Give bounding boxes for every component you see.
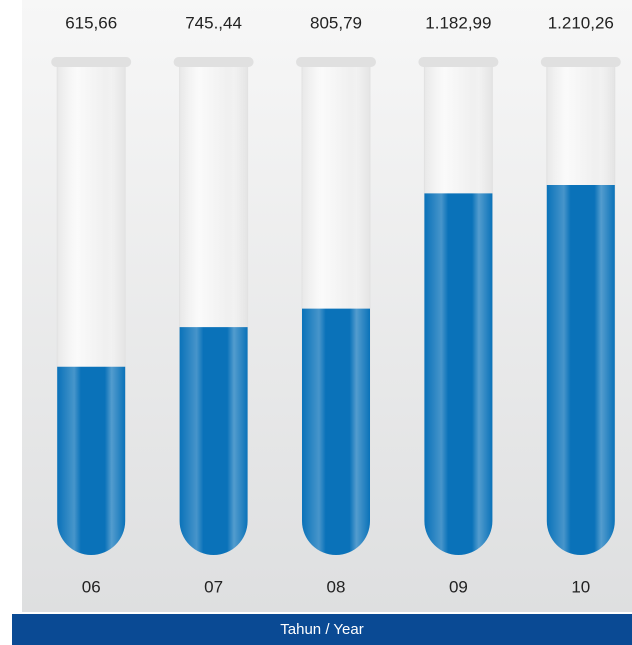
tube-shine [302,62,370,555]
x-tick-label: 06 [82,577,101,596]
tube-shine [424,62,493,555]
tube-rim [418,57,499,67]
tube-shine [57,62,126,555]
value-label: 805,79 [310,13,362,32]
x-tick-label: 10 [571,577,590,596]
tube-rim [51,57,132,67]
tube-shine [179,62,248,555]
tube-shine [546,62,615,555]
value-label: 1.182,99 [425,13,491,32]
tube-rim [540,57,621,67]
tube-rim [173,57,254,67]
value-label: 615,66 [65,13,117,32]
value-label: 1.210,26 [548,13,614,32]
x-tick-label: 08 [327,577,346,596]
axis-band [12,614,632,645]
tube-rim [296,57,376,67]
x-tick-label: 09 [449,577,468,596]
x-tick-label: 07 [204,577,223,596]
value-label: 745.,44 [185,13,242,32]
x-axis-title: Tahun / Year [280,621,363,638]
